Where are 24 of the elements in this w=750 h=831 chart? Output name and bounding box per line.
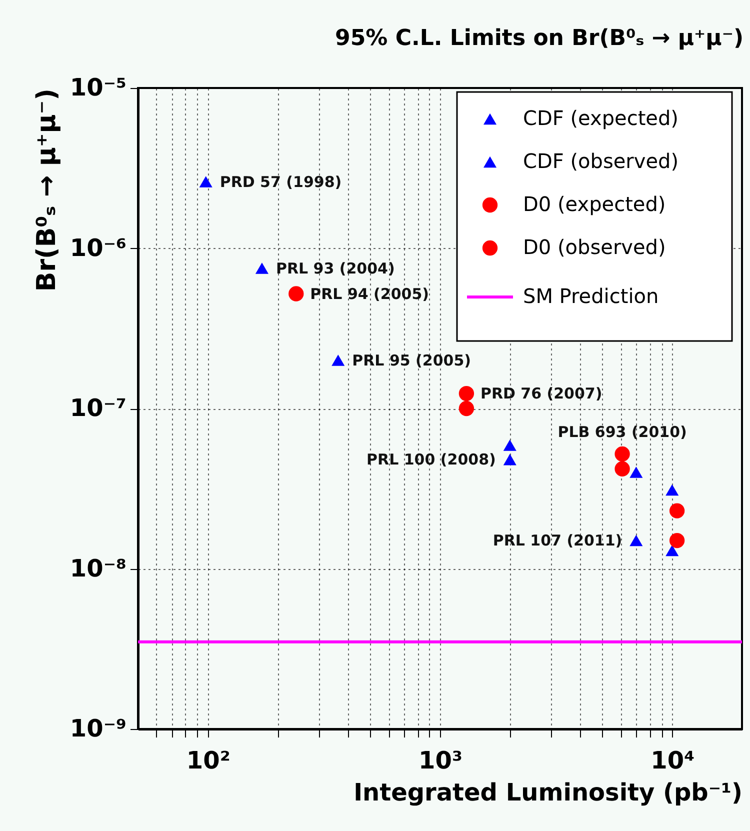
legend-label: D0 (observed) — [523, 235, 666, 259]
legend-label: CDF (expected) — [523, 106, 678, 130]
legend-label: CDF (observed) — [523, 149, 679, 173]
annotation: PRL 94 (2005) — [310, 284, 430, 303]
y-tick-label: 10⁻⁶ — [70, 234, 126, 262]
y-tick-label: 10⁻⁸ — [70, 554, 126, 582]
y-tick-label: 10⁻⁷ — [70, 394, 126, 422]
annotation: PRL 107 (2011) — [492, 532, 622, 550]
chart-title: 95% C.L. Limits on Br(B⁰ₛ → μ⁺μ⁻) — [335, 26, 744, 51]
y-tick-label: 10⁻⁹ — [70, 714, 126, 742]
annotation: PRD 57 (1998) — [220, 172, 342, 191]
y-axis-title: Br(B⁰ₛ → μ⁺μ⁻) — [32, 88, 62, 292]
annotation: PLB 693 (2010) — [558, 423, 687, 442]
annotation: PRD 76 (2007) — [480, 384, 602, 403]
x-tick-label: 10² — [186, 746, 230, 774]
annotation: PRL 100 (2008) — [366, 450, 496, 469]
legend-label: D0 (expected) — [523, 192, 666, 216]
x-tick-label: 10³ — [418, 746, 462, 774]
y-tick-label: 10⁻⁵ — [70, 74, 126, 102]
annotation: PRL 93 (2004) — [276, 259, 395, 278]
annotation: PRL 95 (2005) — [352, 351, 472, 370]
legend-label: SM Prediction — [523, 284, 659, 308]
x-tick-label: 10⁴ — [650, 746, 695, 774]
x-axis-title: Integrated Luminosity (pb⁻¹) — [354, 778, 742, 806]
